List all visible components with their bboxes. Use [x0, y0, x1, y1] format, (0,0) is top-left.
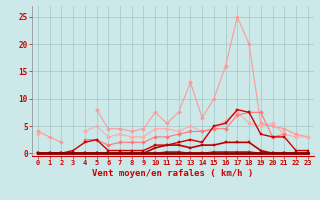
X-axis label: Vent moyen/en rafales ( km/h ): Vent moyen/en rafales ( km/h ) [92, 169, 253, 178]
